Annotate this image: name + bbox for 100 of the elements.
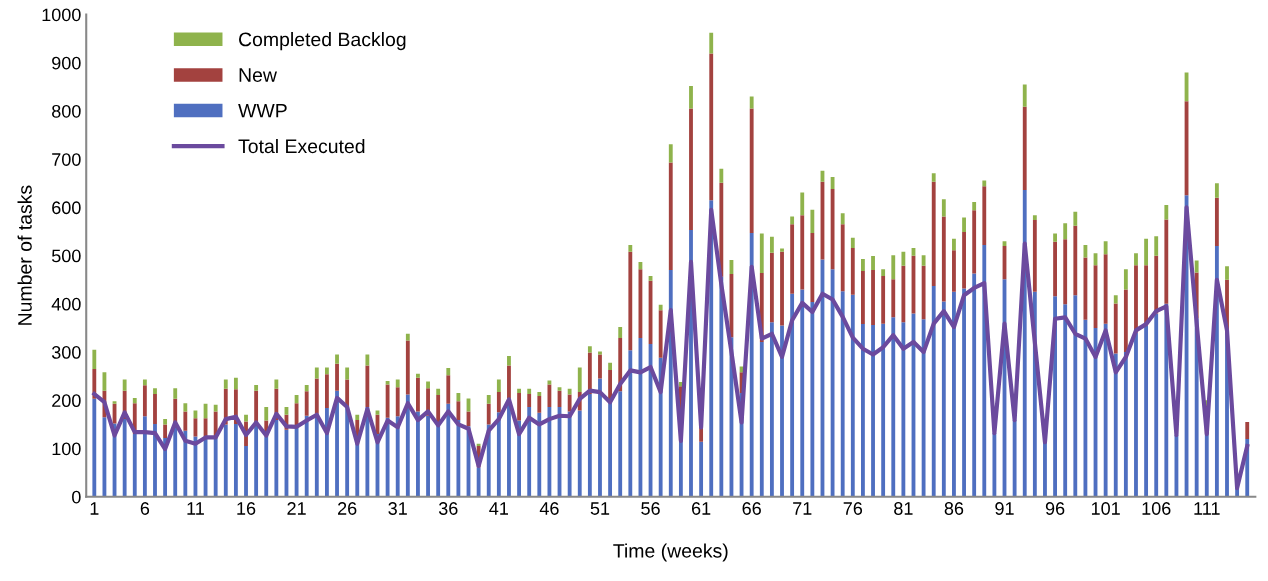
bar [496,379,501,393]
bar [1043,442,1047,497]
bar [689,85,693,109]
bar [769,252,774,323]
bar [992,433,997,497]
bar [658,304,663,311]
bar [345,407,350,497]
bar [871,256,875,271]
bar [436,388,441,395]
x-tick-label: 106 [1142,502,1171,515]
y-tick-label: 200 [52,394,81,408]
x-tick-label: 6 [140,502,150,515]
bar [1123,269,1128,290]
bar [274,379,279,389]
x-tick-label: 111 [1194,502,1220,515]
bar [769,236,774,253]
bar [780,325,784,497]
bar [780,248,784,252]
legend-label: Completed Backlog [239,32,406,51]
bar [385,384,390,418]
bar [1053,233,1057,242]
bar [1103,323,1108,497]
y-tick-label: 500 [51,249,81,263]
y-tick-label: 800 [52,104,81,118]
bar [426,381,430,389]
bar [881,323,886,497]
bar [92,349,97,369]
bar [1063,239,1068,305]
legend-label: New [239,68,277,82]
x-tick-label: 26 [338,502,357,515]
bar [183,403,188,412]
bar [1083,245,1088,258]
x-tick-label: 21 [287,502,306,515]
bar [1032,215,1037,220]
bar [517,393,521,421]
bar [850,294,855,497]
bar [668,144,673,163]
bar [790,293,795,497]
bar [1073,295,1078,497]
bar [840,224,845,292]
bar [810,301,815,497]
bar [507,365,511,399]
bar [719,276,724,497]
bar [1103,254,1108,324]
bar [456,393,461,402]
bar [163,419,168,425]
bar [385,417,390,497]
bar [142,385,147,417]
bar [1032,219,1037,292]
bar [355,414,360,421]
x-tick-label: 96 [1045,502,1065,515]
x-tick-label: 86 [944,502,964,515]
bar [850,247,855,295]
bar [678,440,683,497]
bar [800,289,805,497]
bar [527,388,532,395]
bar [537,392,542,396]
bar [891,317,896,497]
bar [790,224,795,294]
bar [982,186,987,246]
bar [598,378,602,497]
bar [1083,319,1088,497]
bar [1154,236,1159,256]
bar [132,434,137,497]
bar [921,255,926,266]
bar [972,202,977,211]
bar [314,367,319,379]
bar [628,251,633,351]
legend-label: WWP [238,103,287,118]
bar [628,245,633,252]
bar [668,162,673,271]
bar [952,238,956,251]
y-tick-label: 600 [52,201,81,215]
bar [861,259,865,272]
bar [1123,352,1128,497]
bar [527,407,532,497]
x-tick-label: 31 [388,502,407,515]
bar [537,412,542,497]
x-tick-label: 76 [843,502,863,515]
bar [982,180,987,187]
bar [830,177,835,190]
bar [183,411,188,431]
bar [1214,183,1219,198]
bar [173,388,178,399]
bar [1144,325,1149,497]
bar [254,423,259,497]
bar [962,232,966,289]
bar [1194,260,1199,273]
x-tick-label: 91 [995,502,1014,515]
bar [759,233,764,273]
bar [547,407,552,497]
bar [325,367,329,375]
y-tick-label: 0 [72,490,81,504]
bar [972,210,977,274]
bar [658,310,663,358]
bar [618,391,623,497]
bar [800,192,805,216]
bar [1225,266,1229,280]
bar [142,379,147,386]
bar [598,354,602,379]
